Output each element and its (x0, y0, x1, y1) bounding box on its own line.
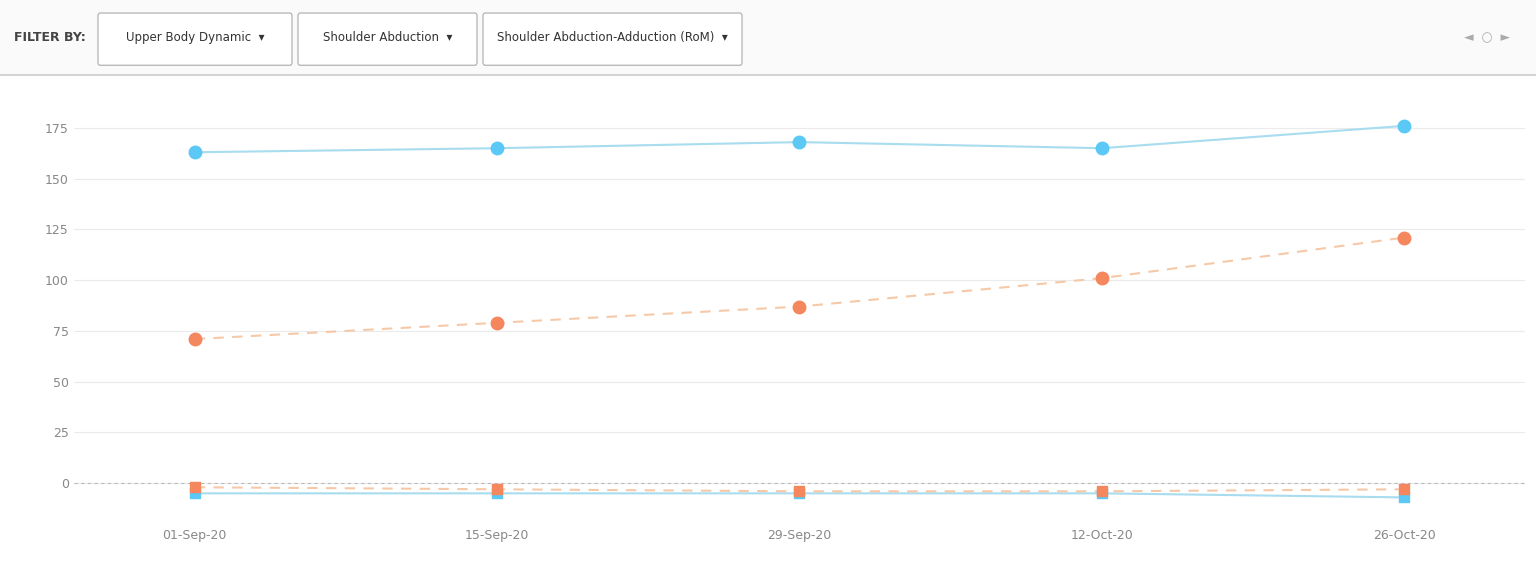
Point (183, 335, 207, 344)
Point (1089, 274, 1114, 283)
FancyBboxPatch shape (482, 13, 742, 65)
Point (183, 482, 207, 492)
Point (1089, 487, 1114, 496)
Point (786, 489, 811, 498)
Text: Upper Body Dynamic  ▾: Upper Body Dynamic ▾ (126, 31, 264, 44)
Point (485, 489, 510, 498)
Point (786, 302, 811, 311)
Point (485, 318, 510, 328)
Text: Shoulder Abduction-Adduction (RoM)  ▾: Shoulder Abduction-Adduction (RoM) ▾ (498, 31, 728, 44)
Point (1392, 233, 1416, 242)
Point (1392, 485, 1416, 494)
Point (1392, 493, 1416, 502)
Text: FILTER BY:: FILTER BY: (14, 31, 86, 44)
Text: ◄  ○  ►: ◄ ○ ► (1464, 31, 1510, 44)
Point (485, 485, 510, 494)
Point (1089, 144, 1114, 153)
FancyBboxPatch shape (98, 13, 292, 65)
Point (183, 148, 207, 157)
Text: Shoulder Abduction  ▾: Shoulder Abduction ▾ (323, 31, 452, 44)
Point (786, 487, 811, 496)
Point (1392, 121, 1416, 130)
Point (786, 137, 811, 147)
Point (485, 144, 510, 153)
FancyBboxPatch shape (298, 13, 478, 65)
Point (183, 489, 207, 498)
Point (1089, 489, 1114, 498)
